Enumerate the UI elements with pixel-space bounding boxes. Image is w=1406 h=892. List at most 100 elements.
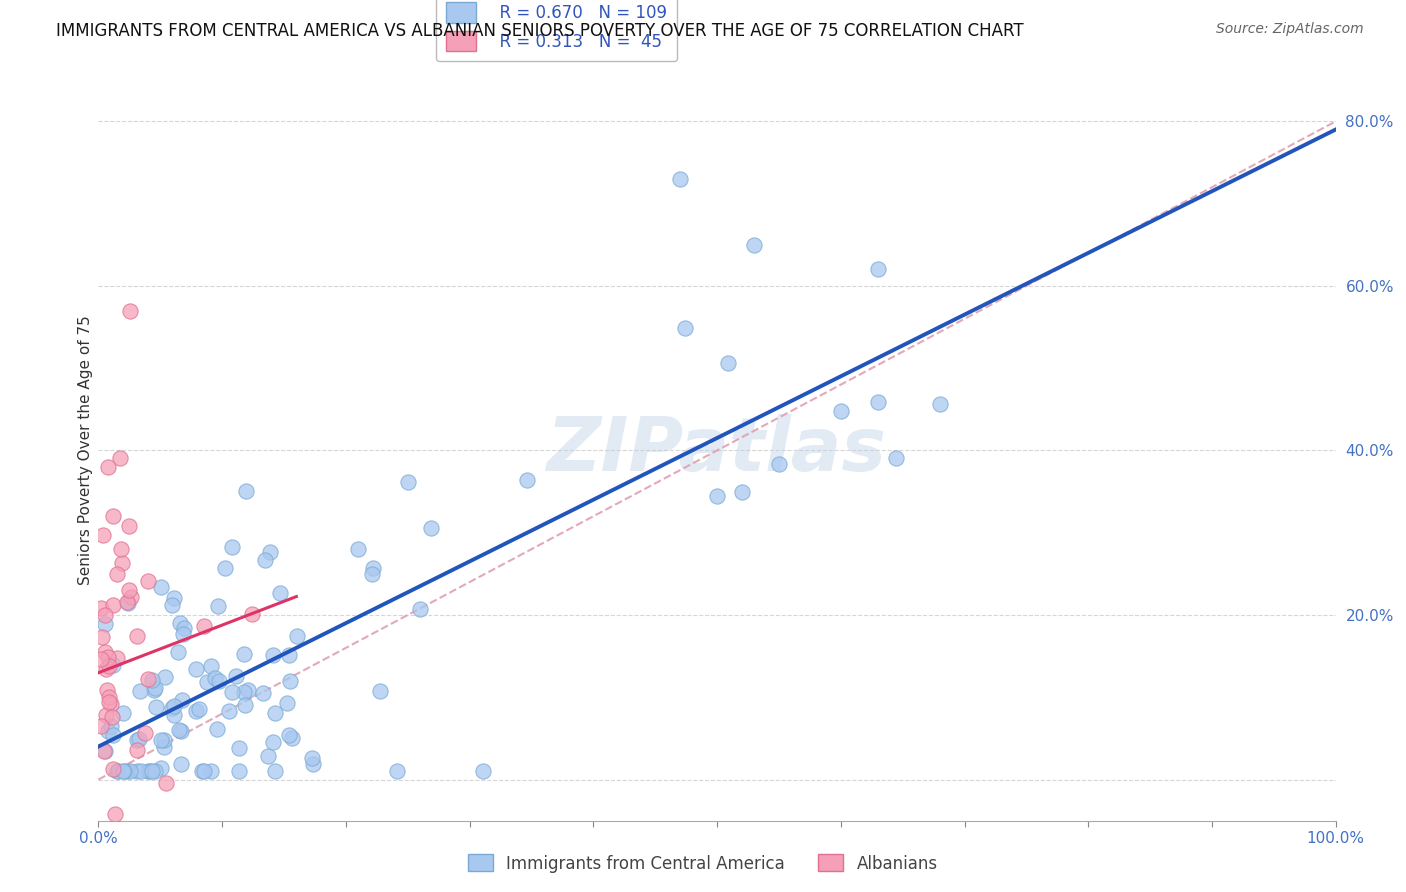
Point (236, 682, 259, 697)
Point (163, 591, 186, 606)
Point (145, 699, 167, 714)
Point (103, 509, 125, 524)
Point (208, 673, 231, 688)
Point (149, 761, 172, 775)
Point (169, 616, 191, 631)
Point (94, 707, 117, 722)
Point (928, 396, 950, 410)
Point (111, 556, 134, 570)
Point (269, 586, 291, 600)
Point (264, 764, 287, 779)
Point (281, 731, 304, 746)
Point (94, 645, 117, 659)
Point (193, 619, 215, 633)
Point (107, 764, 129, 779)
Point (866, 262, 889, 277)
Point (128, 732, 150, 747)
Point (128, 683, 150, 698)
Point (200, 659, 222, 673)
Point (91, 528, 114, 542)
Point (105, 650, 128, 665)
Point (125, 764, 148, 779)
Point (125, 743, 148, 757)
Point (276, 697, 298, 711)
Point (167, 723, 190, 737)
Point (172, 693, 194, 707)
Point (98, 658, 121, 673)
Point (884, 450, 907, 465)
Point (101, 762, 124, 776)
Point (170, 757, 193, 772)
Point (141, 673, 163, 687)
Point (120, 590, 142, 604)
Point (262, 648, 284, 662)
Point (396, 475, 419, 489)
Point (100, 697, 122, 711)
Point (97, 695, 120, 709)
Point (240, 607, 263, 621)
Point (90, 866, 112, 880)
Point (138, 764, 160, 779)
Point (90, 652, 112, 666)
Point (100, 719, 122, 733)
Point (361, 561, 384, 575)
Point (184, 704, 207, 718)
Point (101, 598, 124, 612)
Point (160, 598, 183, 612)
Point (153, 670, 176, 684)
Point (94, 662, 117, 676)
Point (112, 764, 135, 779)
Point (361, 567, 384, 582)
Point (717, 356, 740, 370)
Point (221, 541, 243, 555)
Point (152, 733, 174, 747)
Point (115, 594, 138, 608)
Point (232, 647, 254, 661)
Point (257, 748, 280, 763)
Point (97, 459, 120, 474)
Point (170, 724, 193, 739)
Point (419, 521, 441, 535)
Point (149, 580, 172, 594)
Point (207, 599, 229, 614)
Point (768, 458, 790, 472)
Point (193, 764, 215, 779)
Point (163, 707, 186, 722)
Point (118, 519, 141, 533)
Point (90, 867, 112, 881)
Point (93, 607, 115, 622)
Text: ZIPatlas: ZIPatlas (547, 414, 887, 487)
Point (278, 648, 301, 662)
Point (228, 741, 250, 756)
Point (252, 685, 274, 699)
Point (112, 706, 135, 720)
Point (101, 709, 124, 723)
Point (285, 629, 308, 643)
Point (218, 704, 240, 718)
Point (207, 722, 229, 736)
Point (127, 629, 149, 643)
Point (368, 683, 391, 698)
Point (136, 574, 159, 588)
Point (108, 450, 131, 465)
Point (104, 807, 127, 822)
Point (472, 764, 495, 779)
Point (118, 583, 141, 598)
Point (254, 553, 277, 567)
Point (94, 616, 117, 631)
Point (90, 719, 112, 733)
Point (155, 775, 177, 789)
Point (153, 739, 176, 754)
Point (129, 764, 152, 779)
Point (101, 657, 124, 672)
Point (90, 630, 112, 644)
Point (162, 701, 184, 715)
Legend:   R = 0.670   N = 109,   R = 0.313   N =  45: R = 0.670 N = 109, R = 0.313 N = 45 (436, 0, 676, 62)
Point (93, 744, 115, 758)
Point (105, 566, 128, 581)
Point (347, 541, 370, 556)
Point (669, 172, 692, 186)
Point (673, 320, 696, 334)
Point (143, 683, 166, 698)
Point (141, 764, 163, 779)
